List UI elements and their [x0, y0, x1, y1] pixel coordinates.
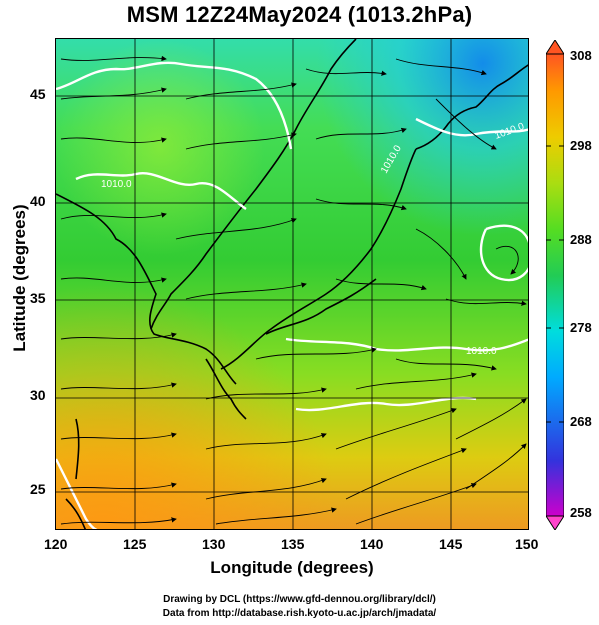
colorbar-tick-label: 268	[570, 414, 592, 429]
colorbar-tick-label: 278	[570, 320, 592, 335]
credit-data: Data from http://database.rish.kyoto-u.a…	[162, 608, 437, 619]
colorbar-bottom-triangle	[546, 515, 564, 530]
colorbar	[546, 40, 564, 530]
colorbar-tick-label: 298	[570, 138, 592, 153]
colorbar-top-triangle	[546, 40, 564, 55]
x-tick-label: 145	[439, 536, 463, 552]
x-tick-label: 120	[44, 536, 68, 552]
contours-1010hpa	[56, 61, 528, 529]
colorbar-body	[546, 53, 564, 517]
credit-drawing: Drawing by DCL (https://www.gfd-dennou.o…	[163, 594, 436, 605]
y-tick-label: 35	[30, 290, 46, 306]
colorbar-tick-label: 288	[570, 232, 592, 247]
colorbar-tick-label: 308	[570, 48, 592, 63]
map-panel: 1010.0 1010.0 1010.0 1010.0	[55, 38, 529, 530]
chart-title: MSM 12Z24May2024 (1013.2hPa)	[126, 2, 473, 27]
y-axis-label: Latitude (degrees)	[10, 204, 29, 352]
x-tick-label: 150	[515, 536, 539, 552]
colorbar-tick-label: 258	[570, 505, 592, 520]
temperature-field	[56, 39, 528, 529]
x-axis-label: Longitude (degrees)	[210, 558, 374, 577]
coastlines	[56, 39, 528, 529]
y-tick-label: 25	[30, 481, 46, 497]
streamlines	[60, 55, 527, 525]
y-tick-label: 45	[30, 86, 46, 102]
x-tick-label: 135	[281, 536, 305, 552]
x-tick-label: 140	[360, 536, 384, 552]
y-tick-label: 40	[30, 193, 46, 209]
y-tick-label: 30	[30, 387, 46, 403]
grid-lines	[56, 39, 528, 529]
contour-label: 1010.0	[101, 179, 132, 190]
contour-label: 1010.0	[466, 346, 497, 357]
x-tick-label: 130	[202, 536, 226, 552]
temperature-streamline-map: 1010.0 1010.0 1010.0 1010.0	[56, 39, 528, 529]
x-tick-label: 125	[123, 536, 147, 552]
